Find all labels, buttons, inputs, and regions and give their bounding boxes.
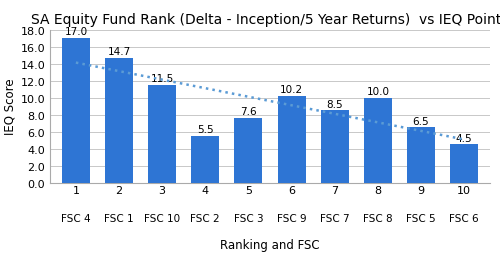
Bar [278, 97, 305, 183]
Text: Ranking and FSC: Ranking and FSC [220, 239, 320, 251]
Text: 7.6: 7.6 [240, 107, 256, 117]
Text: FSC 4: FSC 4 [61, 213, 90, 223]
Bar [320, 111, 348, 183]
Bar [234, 119, 262, 183]
Bar [450, 145, 478, 183]
Bar [364, 98, 392, 183]
Bar [407, 128, 435, 183]
Text: 8.5: 8.5 [326, 99, 343, 109]
Text: 17.0: 17.0 [64, 27, 88, 37]
Text: FSC 6: FSC 6 [450, 213, 479, 223]
Text: 10.2: 10.2 [280, 85, 303, 95]
Text: 6.5: 6.5 [412, 116, 430, 126]
Text: FSC 8: FSC 8 [363, 213, 392, 223]
Text: FSC 2: FSC 2 [190, 213, 220, 223]
Text: 14.7: 14.7 [108, 47, 130, 57]
Text: FSC 7: FSC 7 [320, 213, 350, 223]
Text: FSC 3: FSC 3 [234, 213, 263, 223]
Text: 5.5: 5.5 [197, 125, 214, 135]
Bar [192, 136, 220, 183]
Text: FSC 9: FSC 9 [277, 213, 306, 223]
Bar [62, 39, 90, 183]
Title: SA Equity Fund Rank (Delta - Inception/5 Year Returns)  vs IEQ Points: SA Equity Fund Rank (Delta - Inception/5… [32, 13, 500, 27]
Bar [148, 86, 176, 183]
Text: FSC 10: FSC 10 [144, 213, 180, 223]
Text: 4.5: 4.5 [456, 133, 472, 143]
Text: FSC 1: FSC 1 [104, 213, 134, 223]
Bar [105, 58, 133, 183]
Text: FSC 5: FSC 5 [406, 213, 436, 223]
Text: 11.5: 11.5 [150, 74, 174, 84]
Y-axis label: IEQ Score: IEQ Score [3, 78, 16, 135]
Text: 10.0: 10.0 [366, 87, 390, 97]
